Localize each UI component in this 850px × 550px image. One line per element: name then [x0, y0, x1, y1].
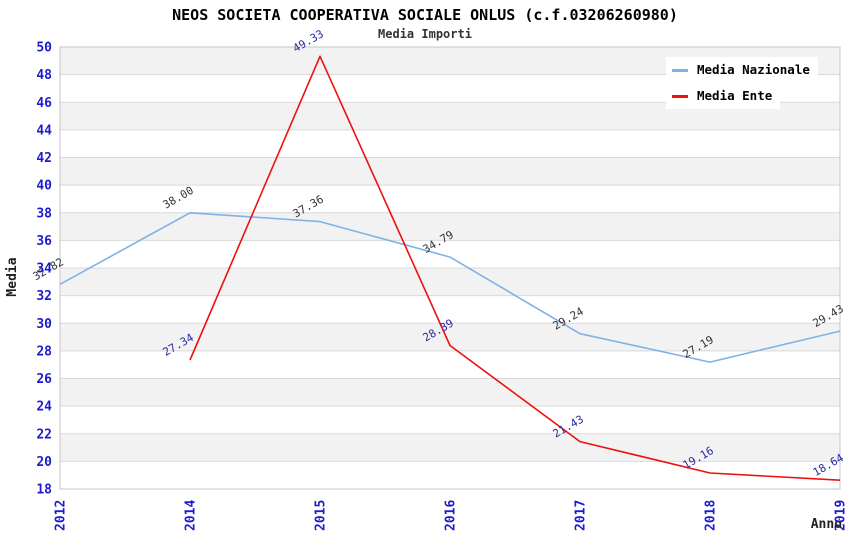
axis-title-x: Anno [811, 517, 842, 532]
legend-line-swatch [672, 68, 688, 72]
y-tick-label: 48 [36, 68, 52, 83]
y-tick-label: 30 [36, 317, 52, 332]
y-tick-label: 38 [36, 206, 52, 221]
legend-item-label: Media Nazionale [697, 62, 810, 77]
axis-title-y: Media [5, 257, 20, 296]
series-line-media-nazionale [59, 212, 841, 363]
chart-subtitle: Media Importi [378, 27, 472, 41]
y-tick-label: 46 [36, 96, 52, 111]
grid-band [60, 295, 840, 324]
legend: Media Nazionale Media Ente [666, 57, 818, 109]
y-tick-label: 32 [36, 289, 52, 304]
grid-band [60, 157, 840, 186]
x-tick-label: 2014 [184, 500, 199, 531]
y-tick-label: 34 [36, 262, 52, 277]
grid-band [60, 129, 840, 158]
y-tick-label: 44 [36, 123, 52, 138]
y-tick-label: 20 [36, 455, 52, 470]
grid-band [60, 461, 840, 489]
y-tick-label: 50 [36, 41, 52, 56]
legend-line-swatch [672, 94, 688, 98]
y-tick-label: 24 [36, 400, 52, 415]
chart-title: NEOS SOCIETA COOPERATIVA SOCIALE ONLUS (… [172, 6, 678, 24]
grid-band [60, 240, 840, 268]
x-tick-label: 2019 [834, 500, 849, 531]
grid-band [60, 212, 840, 241]
legend-item-label: Media Ente [697, 88, 773, 103]
x-tick-label: 2016 [444, 500, 459, 531]
legend-item-media-ente: Media Ente [666, 83, 781, 109]
y-tick-label: 36 [36, 234, 52, 249]
y-tick-label: 42 [36, 151, 52, 166]
grid-band [60, 350, 840, 379]
grid-band [60, 406, 840, 434]
plot-border [59, 46, 841, 490]
series-line-media-ente [189, 55, 841, 481]
grid-band [60, 185, 840, 213]
grid-band [60, 378, 840, 407]
y-tick-label: 22 [36, 427, 52, 442]
y-tick-label: 40 [36, 179, 52, 194]
grid-band [60, 433, 840, 462]
x-tick-label: 2012 [54, 500, 69, 531]
y-tick-label: 28 [36, 344, 52, 359]
x-tick-label: 2018 [704, 500, 719, 531]
grid-band [60, 268, 840, 296]
x-tick-label: 2017 [574, 500, 589, 531]
y-tick-label: 18 [36, 483, 52, 498]
y-tick-label: 26 [36, 372, 52, 387]
legend-item-media-nazionale: Media Nazionale [666, 57, 818, 83]
x-tick-label: 2015 [314, 500, 329, 531]
